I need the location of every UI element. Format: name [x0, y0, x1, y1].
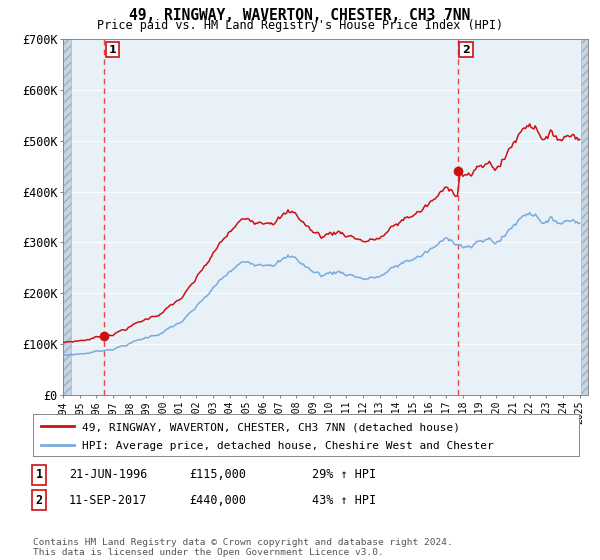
Text: 1: 1: [35, 468, 43, 482]
Text: 21-JUN-1996: 21-JUN-1996: [69, 468, 148, 482]
Text: £440,000: £440,000: [189, 493, 246, 507]
Text: 2: 2: [462, 45, 470, 54]
Text: 49, RINGWAY, WAVERTON, CHESTER, CH3 7NN: 49, RINGWAY, WAVERTON, CHESTER, CH3 7NN: [130, 8, 470, 24]
Text: 49, RINGWAY, WAVERTON, CHESTER, CH3 7NN (detached house): 49, RINGWAY, WAVERTON, CHESTER, CH3 7NN …: [82, 422, 460, 432]
Text: HPI: Average price, detached house, Cheshire West and Chester: HPI: Average price, detached house, Ches…: [82, 441, 494, 451]
Text: 43% ↑ HPI: 43% ↑ HPI: [312, 493, 376, 507]
Text: £115,000: £115,000: [189, 468, 246, 482]
Text: Price paid vs. HM Land Registry's House Price Index (HPI): Price paid vs. HM Land Registry's House …: [97, 19, 503, 32]
Text: 1: 1: [109, 45, 116, 54]
Bar: [581, 39, 588, 395]
Text: 29% ↑ HPI: 29% ↑ HPI: [312, 468, 376, 482]
Bar: [63, 39, 71, 395]
Text: Contains HM Land Registry data © Crown copyright and database right 2024.
This d: Contains HM Land Registry data © Crown c…: [33, 538, 453, 557]
Text: 2: 2: [35, 493, 43, 507]
Text: 11-SEP-2017: 11-SEP-2017: [69, 493, 148, 507]
